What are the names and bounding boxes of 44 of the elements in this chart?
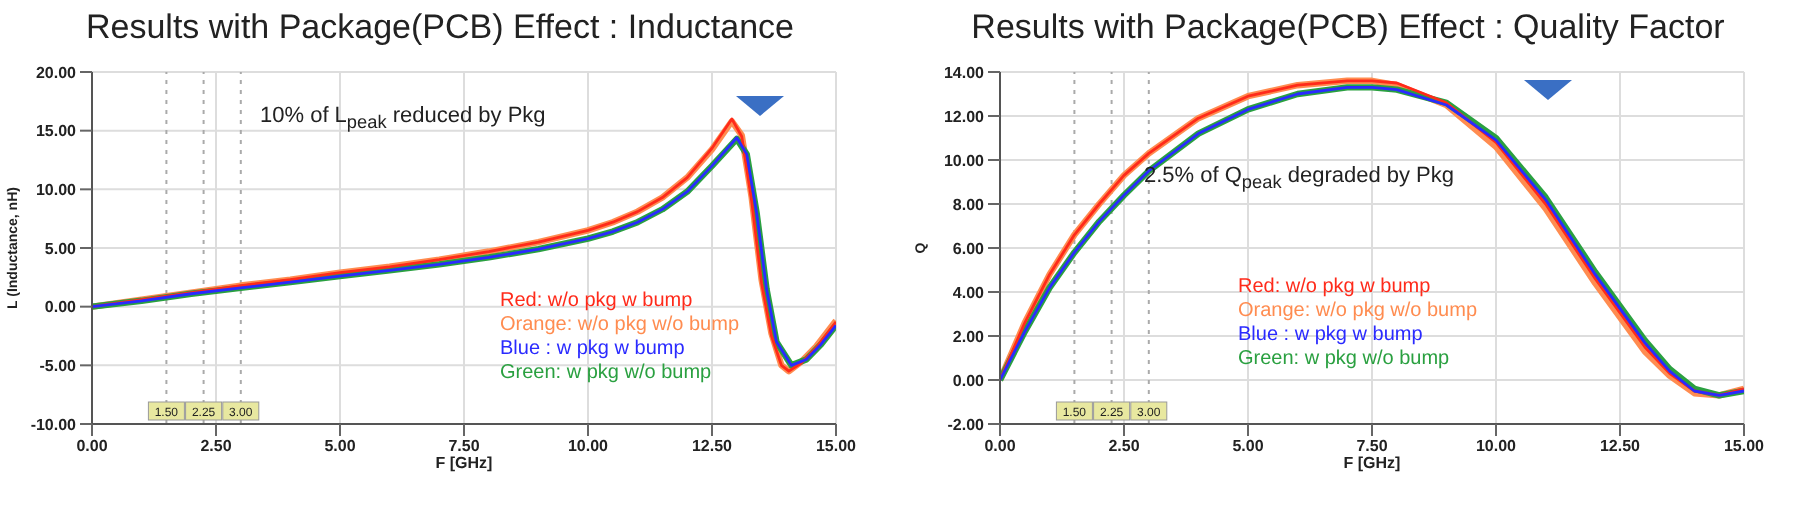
- y-tick-label: 4.00: [952, 283, 986, 302]
- x-tick-label: 10.00: [1475, 437, 1518, 456]
- y-tick-label: 8.00: [952, 195, 986, 214]
- y-tick-label: 10.00: [35, 181, 78, 200]
- x-axis-title: F [GHz]: [1343, 454, 1402, 472]
- chart-title: Results with Package(PCB) Effect : Quality Factor: [969, 6, 1727, 50]
- x-tick-label: 10.00: [567, 437, 610, 456]
- y-tick-label: -10.00: [30, 415, 78, 434]
- text: Red: w/o pkg w bump: [1238, 276, 1433, 300]
- x-tick-label: 7.50: [448, 437, 481, 456]
- y-tick-label: 6.00: [952, 239, 986, 258]
- text: Blue : w pkg w bump: [1238, 324, 1425, 348]
- x-tick-label: 15.00: [815, 437, 858, 456]
- x-tick-label: 0.00: [984, 437, 1017, 456]
- y-tick-label: 10.00: [943, 151, 986, 170]
- y-tick-label: 20.00: [35, 63, 78, 82]
- x-axis-title: F [GHz]: [435, 454, 494, 472]
- y-tick-label: 5.00: [44, 239, 78, 258]
- y-tick-label: 15.00: [35, 122, 78, 141]
- y-tick-label: -2.00: [947, 415, 986, 434]
- annotation: 2.5% of Q$_{peak}$ degraded by Pkg: [1144, 164, 1455, 193]
- text: Blue : w pkg w bump: [500, 338, 687, 362]
- x-tick-label: 7.50: [1356, 437, 1389, 456]
- x-tick-label: 5.00: [324, 437, 357, 456]
- y-tick-label: 0.00: [44, 298, 78, 317]
- x-tick-label: 12.50: [691, 437, 734, 456]
- y-tick-label: 0.00: [952, 371, 986, 390]
- x-tick-label: 2.50: [200, 437, 233, 456]
- x-tick-label: 0.00: [76, 437, 109, 456]
- text: Green: w pkg w/o bump: [500, 362, 714, 386]
- text: Green: w pkg w/o bump: [1238, 348, 1452, 372]
- x-tick-label: 2.50: [1108, 437, 1141, 456]
- annotation: 10% of L$_{peak}$ reduced by Pkg: [260, 104, 546, 133]
- x-tick-label: 15.00: [1723, 437, 1766, 456]
- x-tick-label: 5.00: [1232, 437, 1265, 456]
- y-tick-label: 2.00: [952, 327, 986, 346]
- chart-title: Results with Package(PCB) Effect : Inductance: [83, 6, 797, 50]
- y-tick-label: -5.00: [39, 357, 78, 376]
- text: Orange: w/o pkg w/o bump: [1238, 300, 1478, 324]
- y-tick-label: 12.00: [943, 107, 986, 126]
- series-label: Orange: w/o pkg w/o bump: [500, 314, 740, 338]
- x-tick-label: 12.50: [1599, 437, 1642, 456]
- series-label: Red: w/o pkg w bump: [500, 290, 695, 314]
- y-tick-label: 14.00: [943, 63, 986, 82]
